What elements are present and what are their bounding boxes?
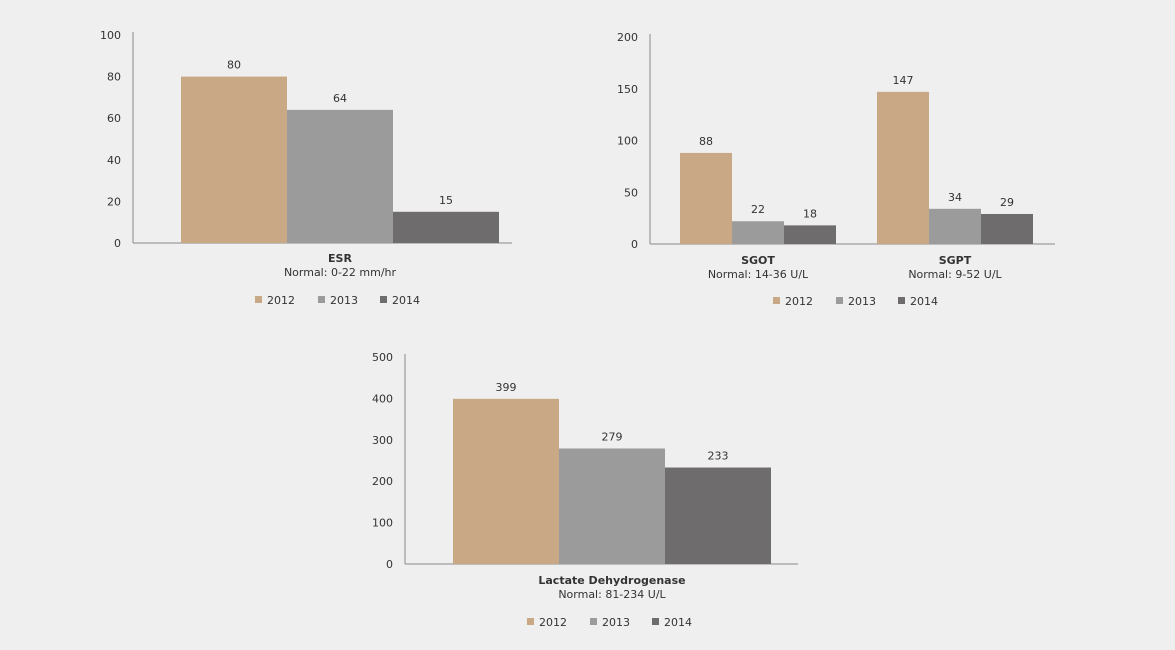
legend-swatch: [773, 297, 780, 304]
data-label: 34: [948, 191, 962, 204]
data-label: 29: [1000, 196, 1014, 209]
y-tick-label: 40: [107, 154, 121, 167]
y-tick-label: 500: [372, 351, 393, 364]
legend-label: 2012: [267, 294, 295, 307]
legend-label: 2013: [602, 616, 630, 629]
data-label: 18: [803, 207, 817, 220]
category-subtitle: Normal: 81-234 U/L: [558, 588, 666, 601]
category-subtitle: Normal: 0-22 mm/hr: [284, 266, 397, 279]
data-label: 147: [893, 74, 914, 87]
y-tick-label: 0: [386, 558, 393, 571]
category-label: SGOT: [741, 254, 775, 267]
data-label: 233: [708, 450, 729, 463]
data-label: 88: [699, 135, 713, 148]
bar: [732, 221, 784, 244]
category-label: Lactate Dehydrogenase: [538, 574, 685, 587]
bar: [680, 152, 732, 244]
y-tick-label: 200: [617, 31, 638, 44]
y-tick-label: 100: [100, 29, 121, 42]
bar: [453, 398, 559, 564]
legend-label: 2014: [664, 616, 692, 629]
bar: [929, 208, 981, 244]
category-label: ESR: [328, 252, 352, 265]
y-tick-label: 50: [624, 186, 638, 199]
bar: [393, 211, 499, 243]
data-label: 15: [439, 194, 453, 207]
bar: [559, 448, 665, 564]
y-tick-label: 0: [631, 238, 638, 251]
y-tick-label: 0: [114, 237, 121, 250]
y-tick-label: 100: [617, 135, 638, 148]
legend-label: 2013: [330, 294, 358, 307]
y-tick-label: 100: [372, 517, 393, 530]
legend-label: 2014: [392, 294, 420, 307]
category-subtitle: Normal: 9-52 U/L: [908, 268, 1002, 281]
bar: [287, 109, 393, 243]
legend-swatch: [380, 296, 387, 303]
legend-label: 2014: [910, 295, 938, 308]
legend-swatch: [527, 618, 534, 625]
data-label: 64: [333, 92, 347, 105]
y-tick-label: 400: [372, 392, 393, 405]
legend-label: 2013: [848, 295, 876, 308]
legend-swatch: [255, 296, 262, 303]
bar: [665, 467, 771, 564]
bar: [981, 213, 1033, 244]
y-tick-label: 200: [372, 475, 393, 488]
data-label: 22: [751, 203, 765, 216]
data-label: 279: [602, 430, 623, 443]
legend-swatch: [590, 618, 597, 625]
bar: [784, 225, 836, 244]
bar: [877, 91, 929, 244]
legend-swatch: [652, 618, 659, 625]
legend-label: 2012: [539, 616, 567, 629]
y-tick-label: 20: [107, 195, 121, 208]
y-tick-label: 150: [617, 83, 638, 96]
legend-swatch: [318, 296, 325, 303]
bar: [181, 76, 287, 243]
category-subtitle: Normal: 14-36 U/L: [708, 268, 809, 281]
y-tick-label: 60: [107, 112, 121, 125]
legend-label: 2012: [785, 295, 813, 308]
y-tick-label: 300: [372, 434, 393, 447]
y-tick-label: 80: [107, 71, 121, 84]
legend-swatch: [898, 297, 905, 304]
data-label: 80: [227, 59, 241, 72]
legend-swatch: [836, 297, 843, 304]
category-label: SGPT: [939, 254, 972, 267]
data-label: 399: [496, 381, 517, 394]
